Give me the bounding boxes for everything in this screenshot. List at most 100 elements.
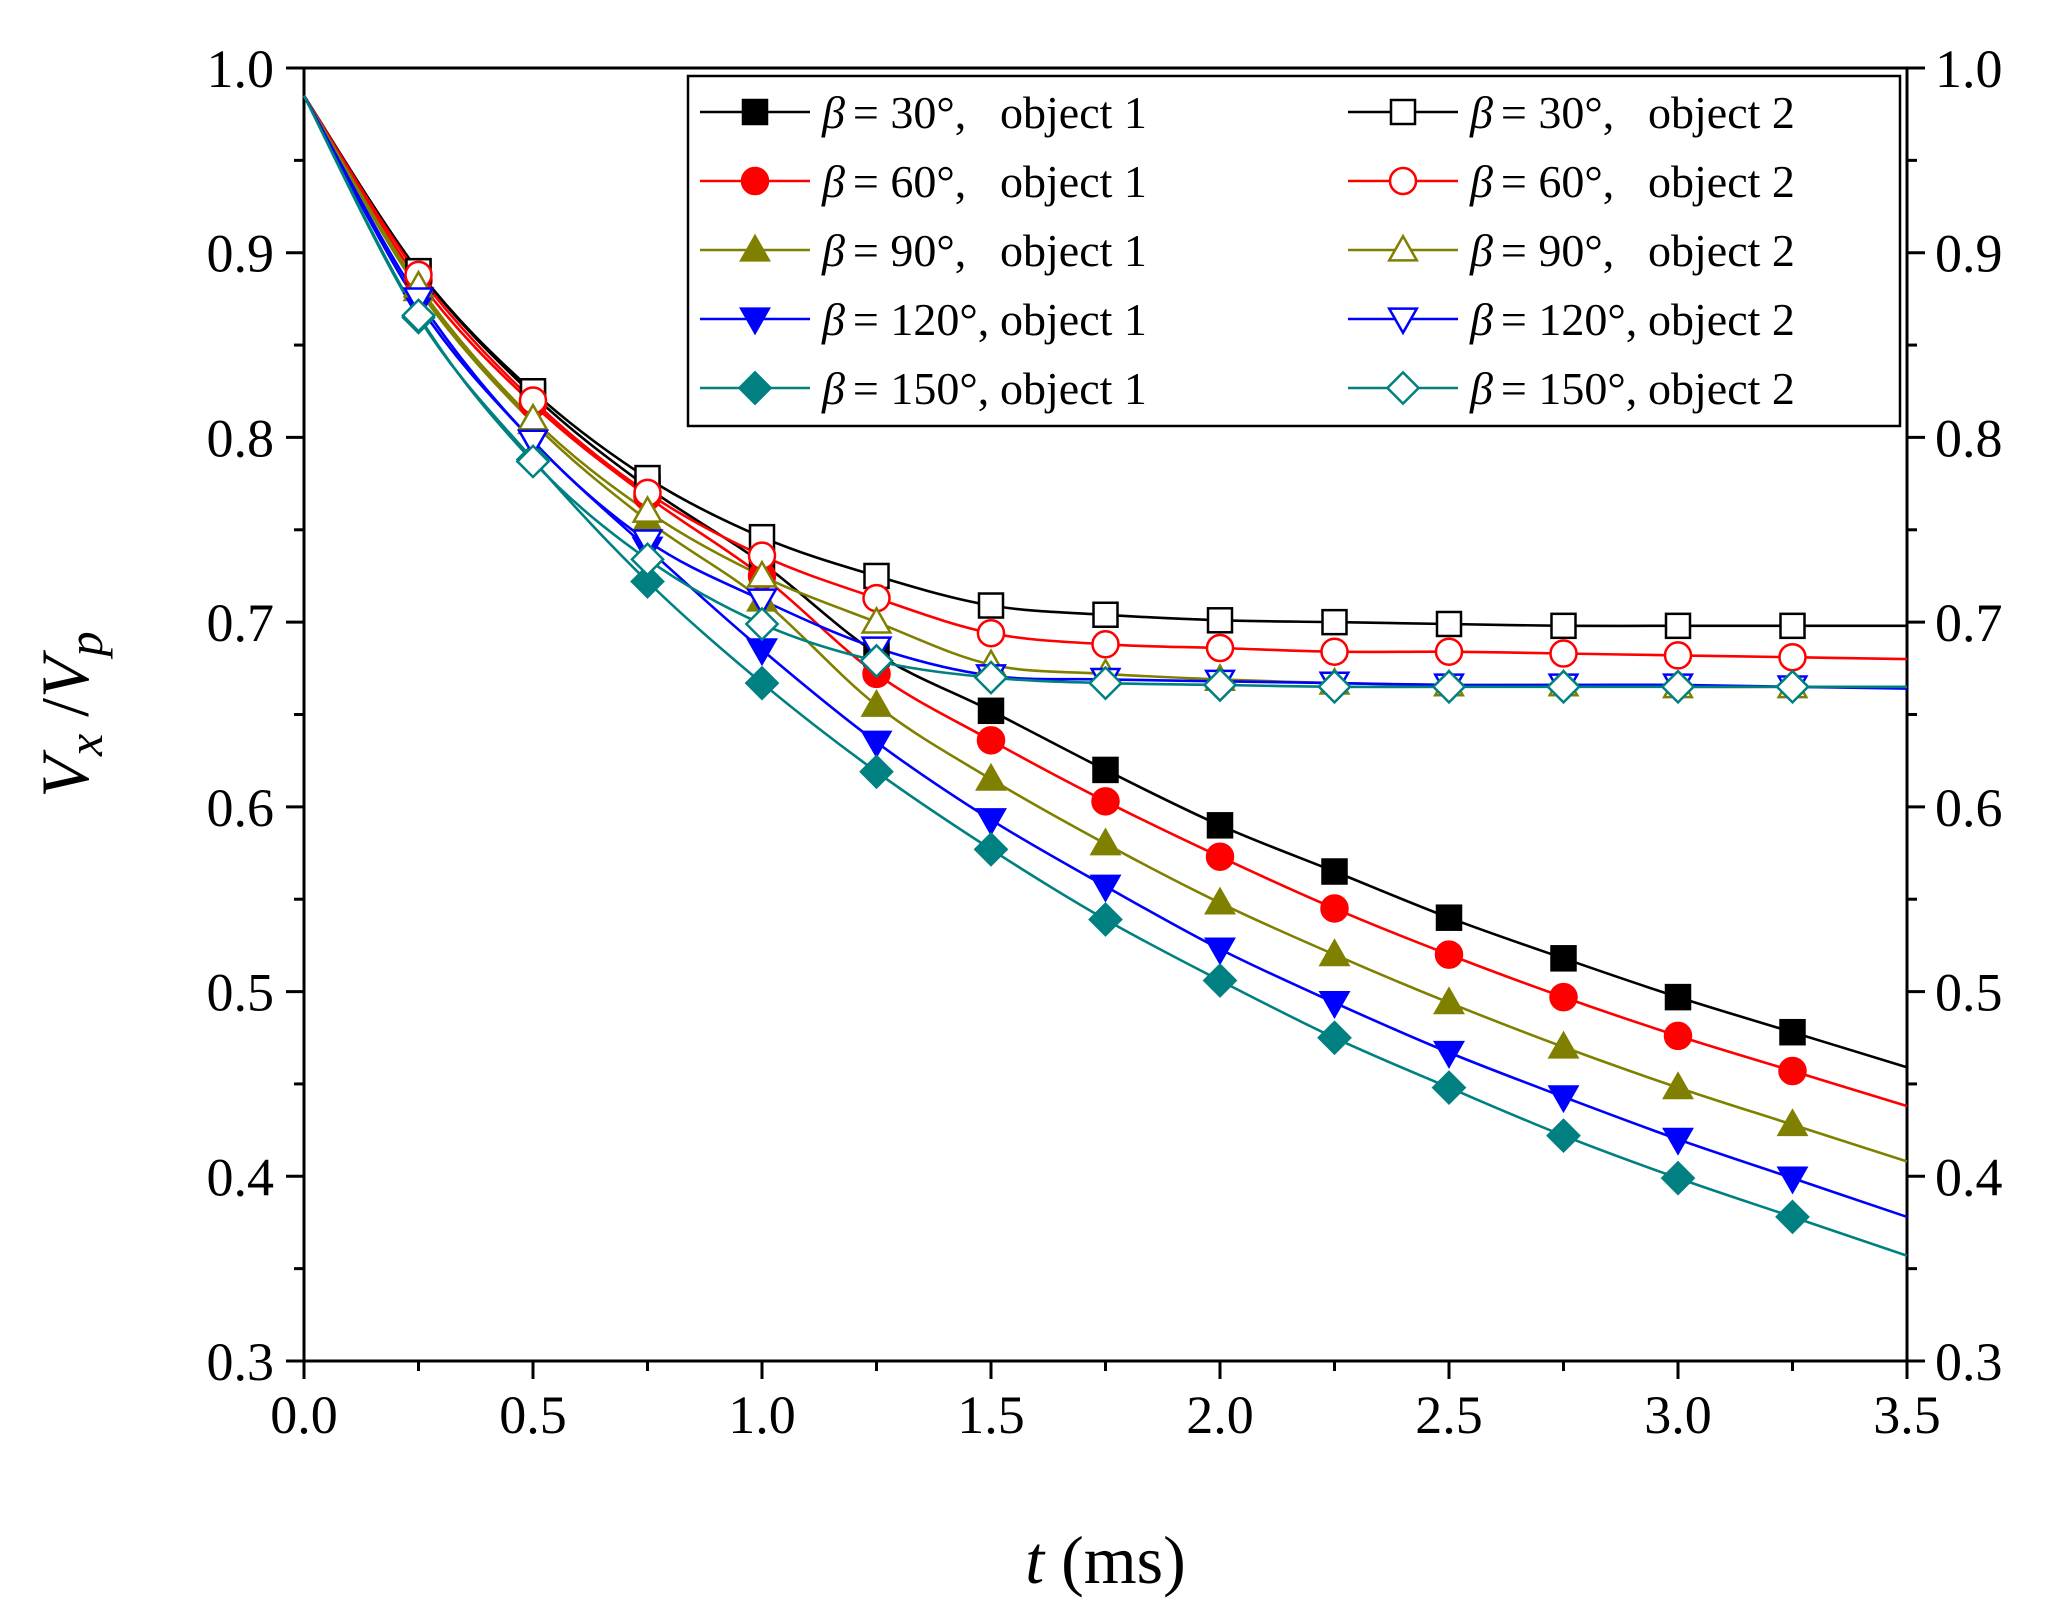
series-layer (302, 94, 1908, 1257)
data-point-s3-4 (860, 730, 893, 759)
legend-label-angle: = 60°, (1501, 156, 1614, 207)
data-point-s9-8 (1317, 669, 1352, 705)
data-point-s4-6 (1088, 902, 1123, 937)
data-point-s3-3 (746, 638, 778, 667)
legend-label-angle: = 30°, (1501, 87, 1614, 138)
data-point-s2-5 (975, 762, 1007, 791)
data-point-s2-7 (1204, 886, 1236, 915)
legend-marker-0 (741, 98, 769, 126)
x-tick-label: 1.0 (728, 1385, 796, 1445)
data-point-s3-8 (1318, 991, 1351, 1019)
axis-labels: 0.0 0.5 1.0 1.5 2.0 2.5 3.0 3.50.30.40.50.60.70… (27, 39, 2003, 1598)
y-axis-title-s2: p (57, 631, 113, 659)
legend: β = 30°, object 1β = 60°, object 1β = 90°, obj… (686, 74, 1902, 428)
legend-label-angle: = 30°, (853, 87, 966, 138)
y-right-tick-label: 0.5 (1935, 963, 2003, 1023)
data-point-s0-6 (1092, 756, 1119, 784)
data-point-s4-4 (859, 754, 894, 790)
y-axis-title: Vx /Vp (27, 631, 113, 797)
data-point-s7-3 (746, 559, 778, 588)
data-point-s5-10 (1550, 612, 1577, 640)
y-tick-label: 0.6 (207, 778, 275, 838)
legend-label-object: object 1 (1000, 156, 1147, 207)
data-point-s9-4 (859, 643, 894, 679)
data-point-s5-5 (977, 592, 1005, 619)
data-point-s0-11 (1664, 983, 1692, 1011)
data-point-s0-8 (1321, 858, 1348, 885)
data-point-s2-9 (1433, 986, 1465, 1015)
y-axis-title-s1: x (57, 734, 113, 757)
legend-label-angle: = 120°, (853, 294, 989, 345)
x-tick-label: 0.5 (499, 1385, 567, 1445)
legend-label-object: object 2 (1648, 225, 1795, 276)
legend-label-sym: β (1469, 294, 1493, 345)
legend-label-sym: β (1469, 87, 1493, 138)
data-point-s6-11 (1663, 641, 1693, 670)
data-point-s4-11 (1660, 1160, 1696, 1196)
legend-label-sym: β (1469, 225, 1493, 276)
data-point-s1-10 (1549, 982, 1578, 1012)
data-point-s7-2 (631, 494, 664, 523)
y-right-tick-label: 0.3 (1935, 1332, 2003, 1392)
legend-marker-9 (1385, 370, 1421, 406)
legend-label-9: β = 150°, object 2 (1469, 363, 1795, 414)
data-point-s7-4 (860, 605, 893, 634)
x-tick-label: 0.0 (270, 1385, 338, 1445)
data-point-s6-12 (1778, 642, 1807, 672)
data-point-s3-12 (1776, 1166, 1809, 1195)
y-right-tick-label: 0.7 (1935, 593, 2003, 653)
data-point-s3-7 (1204, 937, 1236, 966)
data-point-s1-11 (1663, 1021, 1693, 1051)
data-point-s0-9 (1435, 904, 1463, 931)
data-point-s9-2 (630, 541, 665, 577)
data-point-s4-12 (1775, 1199, 1810, 1235)
data-point-s6-10 (1549, 639, 1578, 668)
data-point-s5-6 (1092, 601, 1119, 629)
y-right-tick-label: 0.6 (1935, 778, 2003, 838)
data-point-s9-7 (1202, 667, 1238, 703)
data-point-s2-12 (1776, 1108, 1809, 1137)
data-point-s9-10 (1546, 669, 1581, 705)
legend-marker-7 (1387, 233, 1419, 262)
legend-label-sym: β (821, 225, 845, 276)
y-right-tick-label: 0.8 (1935, 408, 2003, 468)
legend-marker-3 (739, 307, 771, 336)
legend-label-angle: = 120°, (1501, 294, 1637, 345)
legend-label-1: β = 60°, object 1 (821, 156, 1147, 207)
data-point-s9-1 (515, 444, 551, 479)
legend-label-5: β = 30°, object 2 (1469, 87, 1795, 138)
data-point-s5-7 (1206, 607, 1234, 634)
data-point-s2-6 (1089, 827, 1122, 856)
legend-label-angle: = 60°, (853, 156, 966, 207)
y-tick-label: 0.9 (207, 224, 275, 284)
data-point-s0-7 (1206, 812, 1234, 839)
x-axis-title-var: t (1025, 1522, 1046, 1598)
legend-marker-6 (1388, 166, 1418, 196)
data-point-s3-11 (1662, 1127, 1694, 1156)
y-tick-label: 0.3 (207, 1332, 275, 1392)
legend-label-object: object 2 (1648, 294, 1795, 345)
data-point-s9-3 (744, 606, 780, 642)
legend-label-sym: β (1469, 156, 1493, 207)
y-axis-title-v2: V (27, 649, 103, 698)
x-tick-label: 1.5 (957, 1385, 1025, 1445)
legend-marker-4 (737, 370, 773, 406)
data-point-s1-8 (1320, 894, 1349, 923)
legend-label-angle: = 90°, (1501, 225, 1614, 276)
legend-marker-1 (740, 166, 770, 196)
legend-label-6: β = 60°, object 2 (1469, 156, 1795, 207)
data-point-s6-8 (1320, 637, 1349, 666)
legend-marker-2 (739, 233, 771, 262)
data-point-s1-5 (976, 726, 1006, 755)
legend-label-object: object 2 (1648, 156, 1795, 207)
legend-label-object: object 1 (1000, 87, 1147, 138)
data-point-s4-2 (630, 564, 665, 599)
legend-marker-5 (1389, 98, 1417, 126)
legend-label-object: object 2 (1648, 87, 1795, 138)
data-point-s4-7 (1202, 963, 1238, 998)
data-point-s2-11 (1662, 1071, 1694, 1100)
data-point-s4-10 (1546, 1118, 1581, 1154)
data-point-s6-9 (1434, 637, 1464, 666)
data-point-s6-5 (976, 618, 1006, 648)
